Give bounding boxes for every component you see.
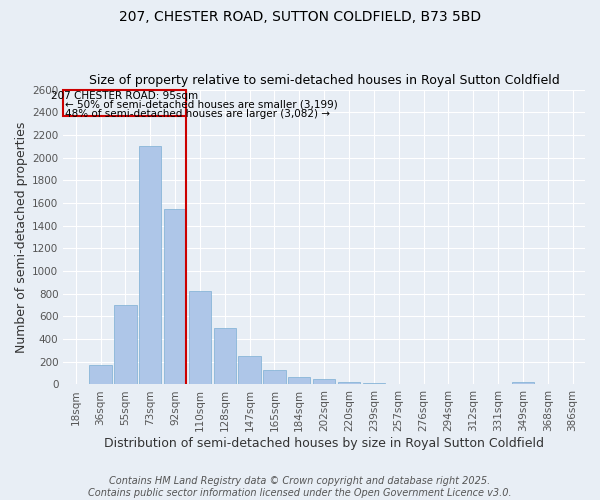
Bar	[164, 208, 186, 384]
Bar	[238, 356, 261, 384]
Bar	[512, 382, 534, 384]
Title: Size of property relative to semi-detached houses in Royal Sutton Coldfield: Size of property relative to semi-detach…	[89, 74, 560, 87]
Text: 207, CHESTER ROAD, SUTTON COLDFIELD, B73 5BD: 207, CHESTER ROAD, SUTTON COLDFIELD, B73…	[119, 10, 481, 24]
Bar	[263, 370, 286, 384]
Bar	[338, 382, 360, 384]
Bar	[139, 146, 161, 384]
Bar	[189, 292, 211, 384]
Bar	[214, 328, 236, 384]
Text: Contains HM Land Registry data © Crown copyright and database right 2025.
Contai: Contains HM Land Registry data © Crown c…	[88, 476, 512, 498]
Bar	[114, 305, 137, 384]
Bar	[288, 376, 310, 384]
Text: ← 50% of semi-detached houses are smaller (3,199): ← 50% of semi-detached houses are smalle…	[65, 99, 337, 109]
FancyBboxPatch shape	[63, 90, 186, 116]
Bar	[89, 365, 112, 384]
Text: 207 CHESTER ROAD: 95sqm: 207 CHESTER ROAD: 95sqm	[51, 90, 199, 101]
Bar	[313, 379, 335, 384]
Text: 48% of semi-detached houses are larger (3,082) →: 48% of semi-detached houses are larger (…	[65, 110, 329, 120]
Y-axis label: Number of semi-detached properties: Number of semi-detached properties	[15, 122, 28, 352]
X-axis label: Distribution of semi-detached houses by size in Royal Sutton Coldfield: Distribution of semi-detached houses by …	[104, 437, 544, 450]
